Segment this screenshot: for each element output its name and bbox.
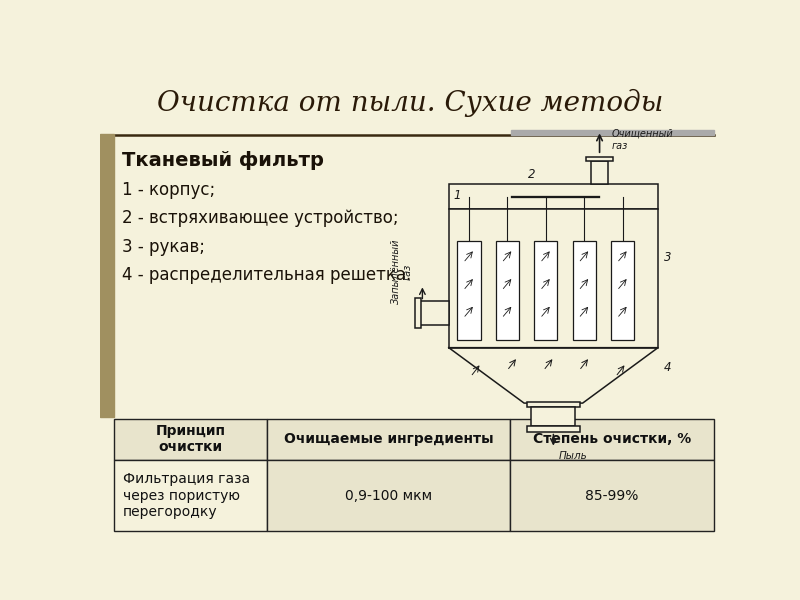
Bar	[586, 157, 613, 161]
Text: Фильтрация газа
через пористую
перегородку: Фильтрация газа через пористую перегород…	[123, 472, 250, 519]
Bar	[100, 134, 114, 417]
Bar	[526, 426, 580, 431]
Text: 2: 2	[528, 169, 536, 181]
Bar	[449, 209, 658, 347]
Text: 4 - распределительная решетка.: 4 - распределительная решетка.	[122, 266, 411, 284]
Bar	[114, 460, 267, 531]
Text: Очищенный
газ: Очищенный газ	[611, 129, 673, 151]
Bar	[267, 419, 510, 460]
Text: 0,9-100 мкм: 0,9-100 мкм	[345, 488, 432, 503]
Bar	[531, 407, 575, 426]
Bar	[114, 419, 267, 460]
Bar	[510, 130, 714, 135]
Bar	[534, 241, 558, 340]
Bar	[267, 460, 510, 531]
Text: Пыль: Пыль	[558, 451, 587, 461]
Bar	[510, 460, 714, 531]
Text: 2 - встряхивающее устройство;: 2 - встряхивающее устройство;	[122, 209, 398, 227]
Text: Степень очистки, %: Степень очистки, %	[533, 432, 691, 446]
Bar	[573, 241, 596, 340]
Bar	[449, 184, 658, 209]
Text: 4: 4	[664, 361, 672, 374]
Text: Запылённый
газ: Запылённый газ	[391, 239, 413, 304]
Bar	[415, 298, 421, 328]
Bar	[526, 401, 580, 407]
Bar	[591, 161, 608, 184]
Bar	[611, 241, 634, 340]
Text: Очищаемые ингредиенты: Очищаемые ингредиенты	[283, 432, 493, 446]
Bar	[458, 241, 481, 340]
Text: 85-99%: 85-99%	[585, 488, 638, 503]
Bar	[419, 301, 449, 325]
Bar	[510, 419, 714, 460]
Text: 3: 3	[664, 251, 672, 264]
Text: 1: 1	[454, 189, 461, 202]
Text: Очистка от пыли. Сухие методы: Очистка от пыли. Сухие методы	[157, 89, 663, 117]
Text: Тканевый фильтр: Тканевый фильтр	[122, 151, 323, 170]
Text: 3 - рукав;: 3 - рукав;	[122, 238, 205, 256]
Text: 1 - корпус;: 1 - корпус;	[122, 181, 215, 199]
Bar	[496, 241, 519, 340]
Text: Принцип
очистки: Принцип очистки	[155, 424, 226, 454]
